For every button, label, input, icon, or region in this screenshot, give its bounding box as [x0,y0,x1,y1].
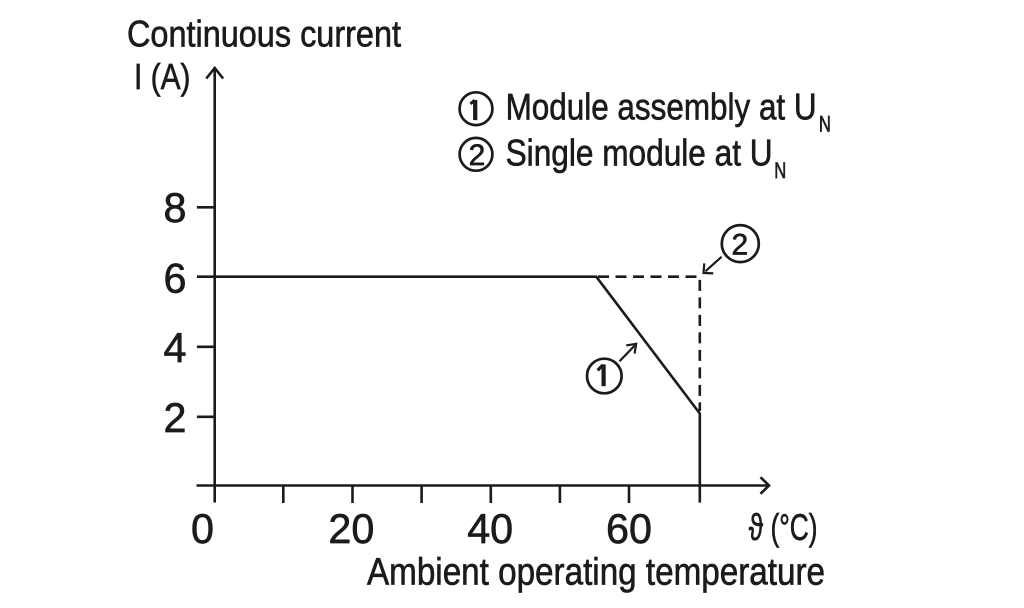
svg-text:Ambient operating temperature: Ambient operating temperature [367,552,825,594]
svg-text:2: 2 [164,395,187,441]
svg-text:2: 2 [731,229,748,262]
svg-text:8: 8 [164,185,187,231]
svg-text:20: 20 [328,506,374,552]
svg-text:60: 60 [606,506,652,552]
svg-text:0: 0 [191,506,214,552]
svg-text:4: 4 [164,325,187,371]
svg-text:40: 40 [467,506,513,552]
svg-text:N: N [819,112,831,137]
svg-text:I (A): I (A) [134,56,191,97]
svg-text:Continuous current: Continuous current [127,13,402,54]
svg-text:2: 2 [469,139,486,172]
svg-text:ϑ (°C): ϑ (°C) [749,507,818,548]
svg-text:Module assembly at U: Module assembly at U [506,87,817,128]
svg-text:Single module at U: Single module at U [506,133,773,174]
svg-text:N: N [774,158,786,183]
svg-text:6: 6 [164,255,187,301]
